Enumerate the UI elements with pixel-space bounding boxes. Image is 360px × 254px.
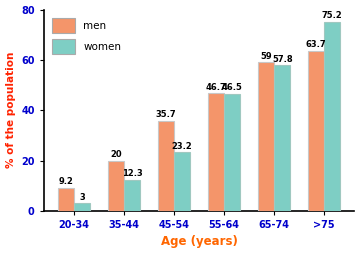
Bar [74, 203, 90, 211]
Y-axis label: % of the population: % of the population [5, 52, 15, 168]
Text: 46.5: 46.5 [222, 83, 243, 92]
Bar [208, 93, 224, 211]
Text: 75.2: 75.2 [322, 11, 343, 20]
Legend: men, women: men, women [49, 15, 125, 57]
Text: 35.7: 35.7 [156, 110, 176, 119]
Bar [58, 188, 74, 211]
Bar [308, 51, 324, 211]
Text: 63.7: 63.7 [306, 40, 327, 49]
Bar [224, 94, 240, 211]
Bar [158, 121, 174, 211]
Text: 3: 3 [79, 193, 85, 202]
Text: 23.2: 23.2 [172, 142, 193, 151]
Text: 57.8: 57.8 [272, 55, 293, 64]
Bar [274, 66, 290, 211]
Bar [258, 62, 274, 211]
Bar [324, 22, 340, 211]
Bar [108, 161, 124, 211]
X-axis label: Age (years): Age (years) [161, 235, 238, 248]
Text: 9.2: 9.2 [58, 177, 73, 186]
Text: 59: 59 [260, 52, 272, 61]
Text: 20: 20 [110, 150, 122, 159]
Bar [174, 152, 190, 211]
Text: 46.7: 46.7 [206, 83, 226, 92]
Text: 12.3: 12.3 [122, 169, 142, 178]
Bar [124, 180, 140, 211]
